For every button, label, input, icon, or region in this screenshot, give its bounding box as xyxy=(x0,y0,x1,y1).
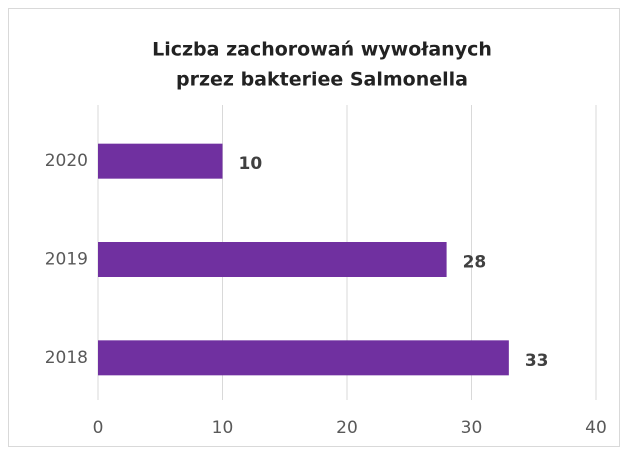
y-tick-label: 2018 xyxy=(45,348,88,368)
chart-title: Liczba zachorowań wywołanych xyxy=(152,39,492,61)
x-tick-label: 10 xyxy=(212,418,234,438)
bar xyxy=(98,340,509,376)
data-label: 10 xyxy=(239,154,263,174)
chart-title: przez bakteriee Salmonella xyxy=(176,69,468,91)
y-tick-label: 2019 xyxy=(45,250,88,270)
x-tick-label: 20 xyxy=(336,418,358,438)
y-tick-label: 2020 xyxy=(45,151,88,171)
data-label: 28 xyxy=(463,253,487,273)
x-tick-label: 40 xyxy=(585,418,607,438)
data-label: 33 xyxy=(525,351,549,371)
bar xyxy=(98,242,447,277)
x-tick-label: 0 xyxy=(93,418,104,438)
x-tick-label: 30 xyxy=(461,418,483,438)
bar xyxy=(98,143,223,179)
